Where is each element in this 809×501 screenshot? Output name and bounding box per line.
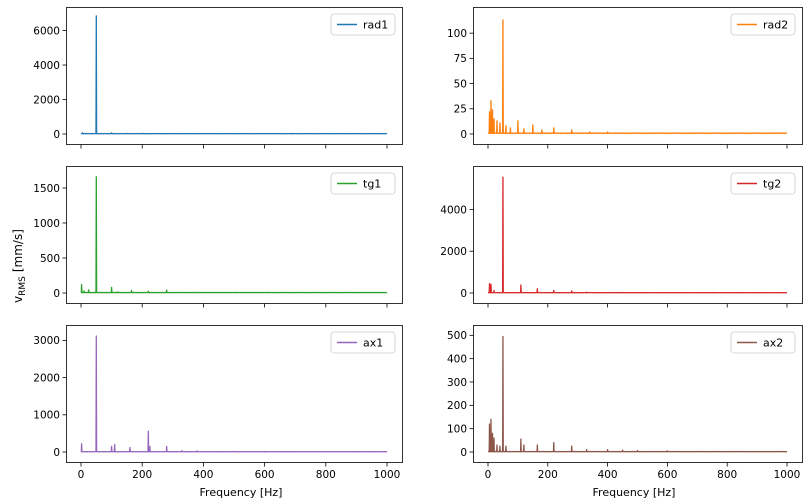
legend-rad2: rad2 (730, 13, 796, 36)
x-tick-label: 400 (598, 469, 618, 481)
x-tick-label: 1000 (774, 469, 801, 481)
series-line-rad2 (487, 19, 788, 135)
legend-box (330, 13, 396, 36)
x-axis-label-right: Frequency [Hz] (593, 486, 676, 499)
x-tick-label: 0 (485, 469, 492, 481)
series-line-rad1 (80, 15, 388, 135)
y-tick-label: 0 (460, 447, 467, 459)
legend-label: tg1 (363, 178, 381, 191)
y-axis-label: vRMS[mm/s] (11, 229, 28, 303)
series-line-tg1 (80, 176, 388, 294)
axes-frame (473, 166, 803, 304)
legend-box (730, 13, 796, 36)
y-tick-label: 400 (447, 353, 467, 365)
x-tick-label: 800 (316, 469, 336, 481)
y-tick-label: 100 (447, 28, 467, 40)
axes-frame (66, 166, 403, 304)
y-tick-label: 1000 (33, 218, 60, 230)
x-tick-label: 400 (193, 469, 213, 481)
legend-tg1: tg1 (330, 172, 396, 195)
legend-ax2: ax2 (730, 331, 796, 354)
legend-label: tg2 (763, 178, 781, 191)
y-tick-label: 2000 (33, 372, 60, 384)
axes-frame (473, 7, 803, 145)
y-tick-label: 100 (447, 423, 467, 435)
y-tick-label: 2000 (440, 246, 467, 258)
y-tick-label: 1500 (33, 183, 60, 195)
series-line-ax1 (80, 335, 388, 453)
x-tick-label: 200 (132, 469, 152, 481)
series-line-tg2 (487, 176, 788, 294)
y-tick-label: 200 (447, 400, 467, 412)
legend-box (330, 331, 396, 354)
axes-frame (473, 325, 803, 463)
y-tick-label: 6000 (33, 25, 60, 37)
y-tick-label: 0 (53, 447, 60, 459)
y-tick-label: 0 (460, 129, 467, 141)
series-line-ax2 (487, 335, 788, 453)
legend-tg2: tg2 (730, 172, 796, 195)
subplot-tg2: 0 2000 4000 tg2 (440, 166, 803, 308)
subplot-ax2: 0 200 400 600 800 1000 0 100 200 300 400 500 ax2 (447, 325, 803, 481)
x-tick-label: 1000 (374, 469, 401, 481)
y-tick-label: 0 (460, 288, 467, 300)
x-tick-label: 0 (78, 469, 85, 481)
y-tick-label: 0 (53, 129, 60, 141)
subplot-tg1: 0 500 1000 1500 tg1 (33, 166, 403, 308)
y-tick-label: 50 (454, 78, 467, 90)
legend-box (330, 172, 396, 195)
y-tick-label: 0 (53, 288, 60, 300)
axes-frame (66, 7, 403, 145)
y-tick-label: 2000 (33, 94, 60, 106)
y-tick-label: 25 (454, 104, 467, 116)
y-tick-label: 3000 (33, 335, 60, 347)
subplot-rad1: 0 2000 4000 6000 rad1 (33, 7, 403, 149)
y-tick-label: 4000 (440, 204, 467, 216)
y-tick-label: 4000 (33, 60, 60, 72)
legend-label: ax2 (763, 337, 783, 350)
y-tick-label: 500 (40, 253, 60, 265)
legend-ax1: ax1 (330, 331, 396, 354)
legend-label: ax1 (363, 337, 383, 350)
x-tick-label: 600 (657, 469, 677, 481)
y-tick-label: 500 (447, 330, 467, 342)
y-tick-label: 75 (454, 53, 467, 65)
x-axis-label-left: Frequency [Hz] (200, 486, 283, 499)
x-tick-label: 200 (538, 469, 558, 481)
legend-box (730, 331, 796, 354)
subplot-rad2: 0 25 50 75 100 rad2 (447, 7, 803, 149)
axes-frame (66, 325, 403, 463)
legend-box (730, 172, 796, 195)
subplot-ax1: 0 200 400 600 800 1000 0 1000 2000 3000 ax1 (33, 325, 403, 481)
legend-label: rad2 (763, 19, 788, 32)
legend-label: rad1 (363, 19, 388, 32)
y-tick-label: 1000 (33, 410, 60, 422)
legend-rad1: rad1 (330, 13, 396, 36)
y-tick-label: 300 (447, 377, 467, 389)
x-tick-label: 600 (255, 469, 275, 481)
x-tick-label: 800 (717, 469, 737, 481)
